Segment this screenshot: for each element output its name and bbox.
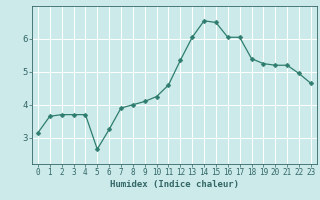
- X-axis label: Humidex (Indice chaleur): Humidex (Indice chaleur): [110, 180, 239, 189]
